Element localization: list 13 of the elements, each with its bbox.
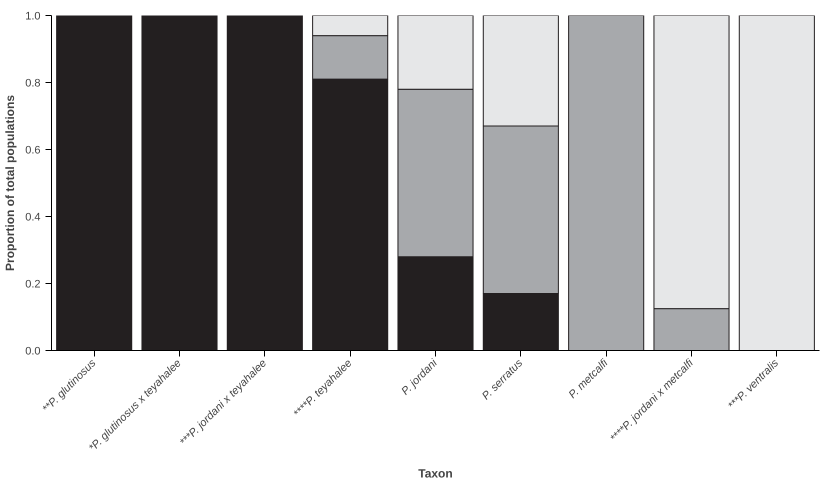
bar	[56, 16, 132, 350]
y-tick-label: 0.6	[25, 144, 41, 156]
bar	[568, 16, 644, 350]
bar	[738, 16, 815, 350]
y-tick-label: 1.0	[25, 10, 41, 22]
bar	[141, 16, 218, 350]
x-axis-title: Taxon	[418, 466, 453, 480]
y-tick-label: 0.8	[25, 78, 41, 90]
y-tick-label: 0.0	[25, 346, 41, 358]
y-tick-label: 0.2	[25, 278, 41, 290]
y-axis-title: Proportion of total populations	[3, 94, 18, 271]
y-tick-label: 0.4	[25, 212, 41, 224]
bar	[226, 16, 303, 350]
